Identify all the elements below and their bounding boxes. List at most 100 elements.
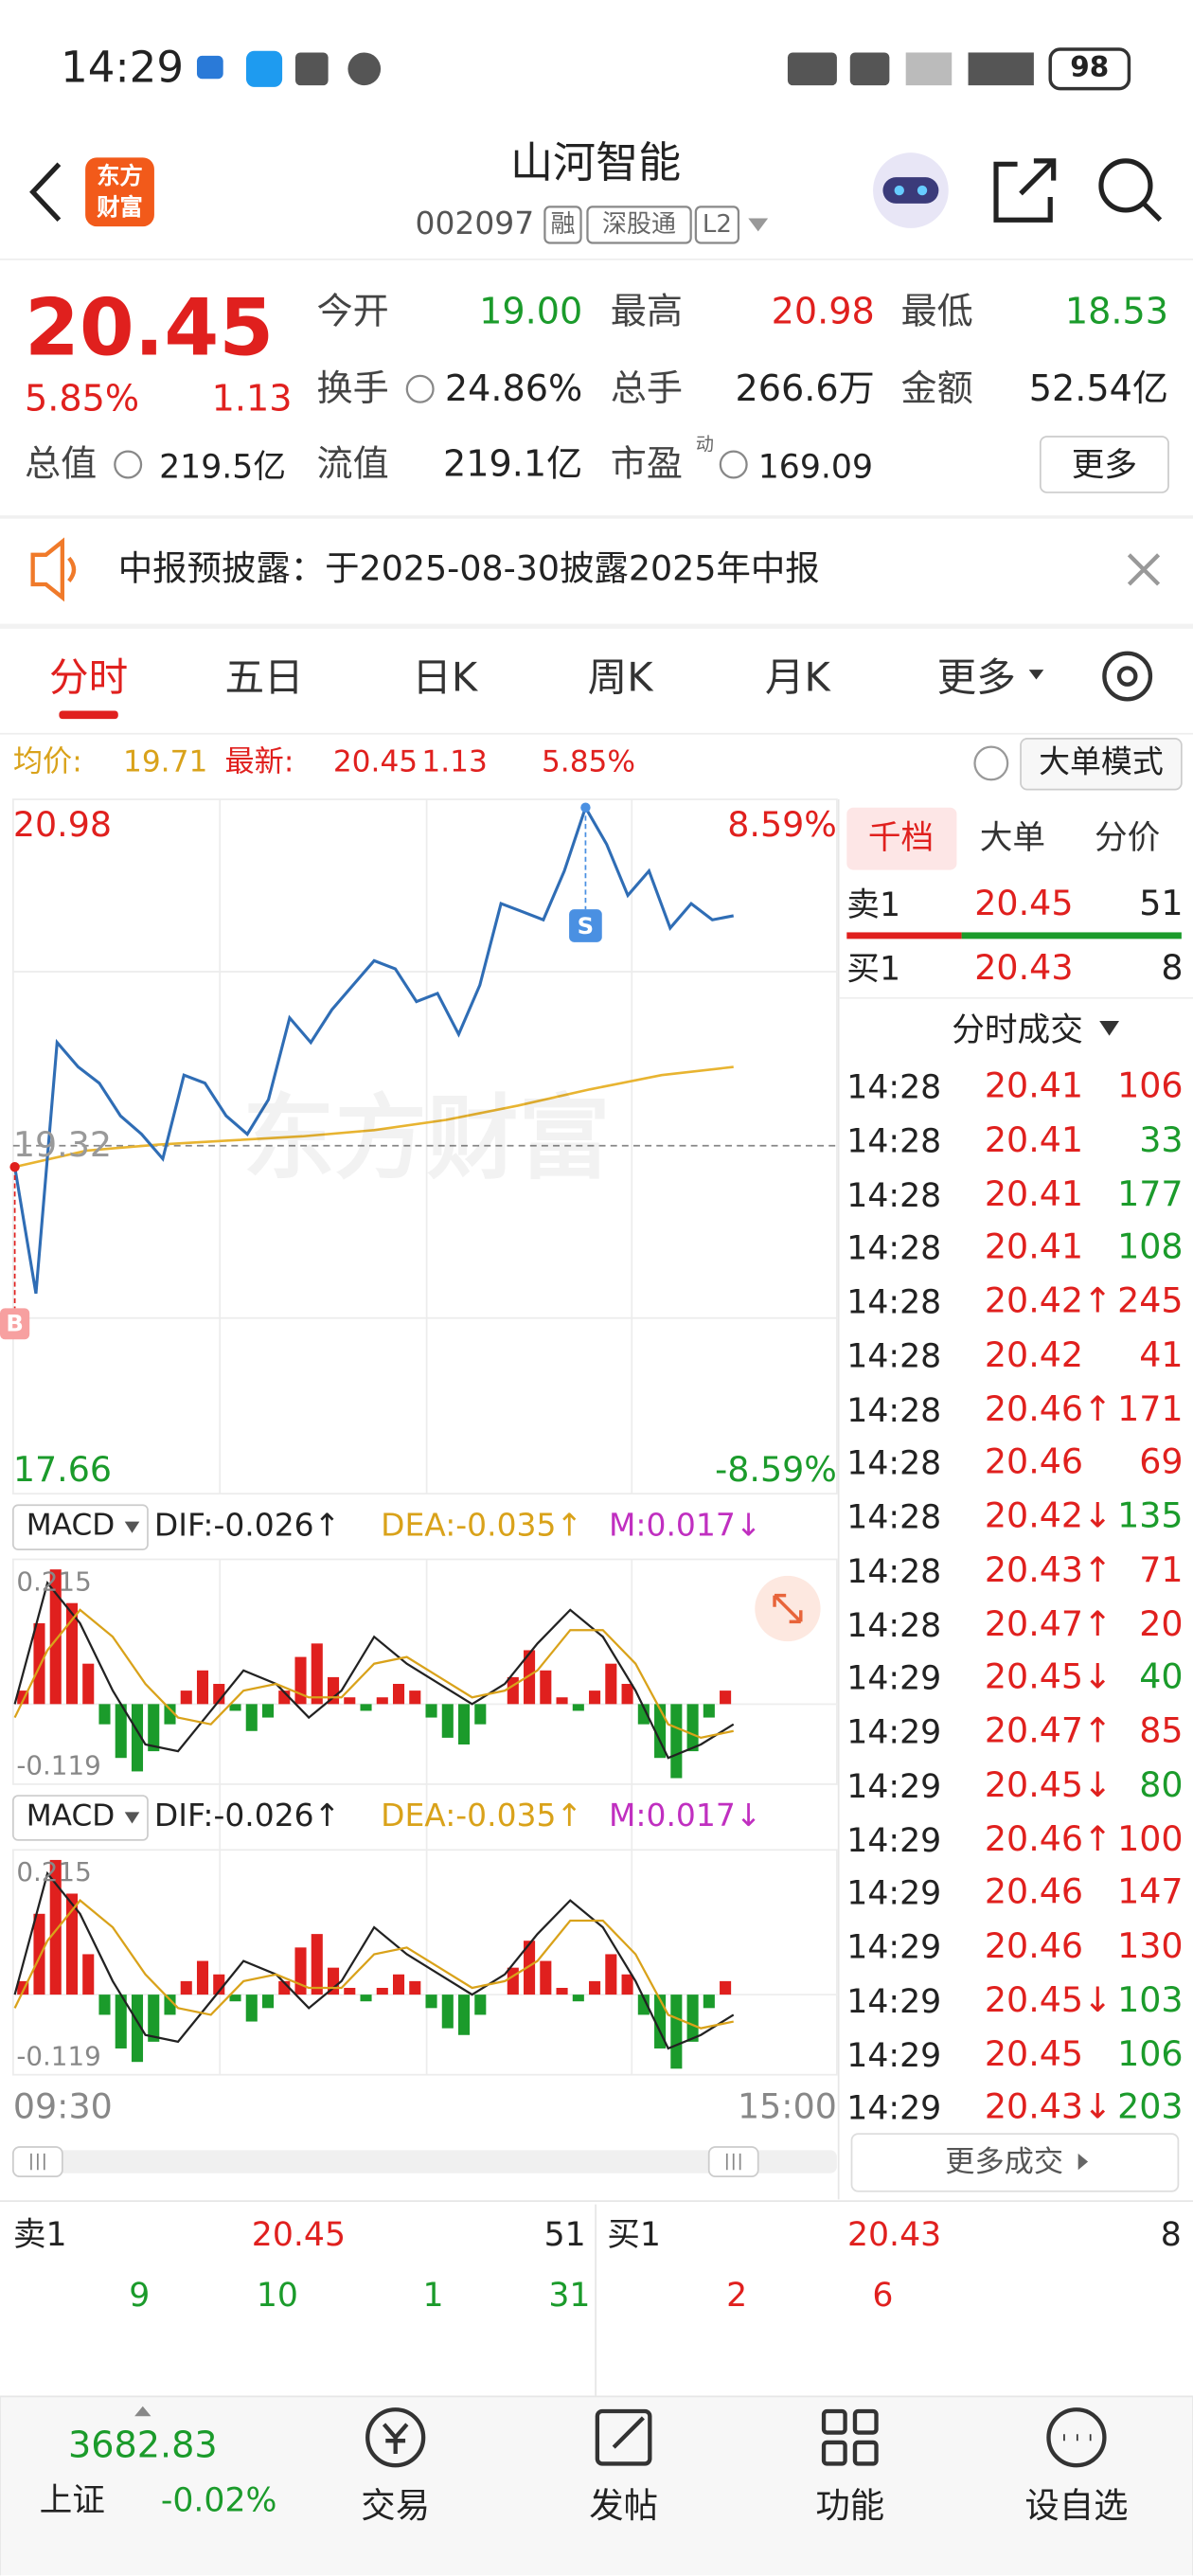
trade-price: 20.43↓ xyxy=(984,2087,1113,2127)
buy-marker xyxy=(0,1308,30,1340)
trade-price: 20.43↑ xyxy=(984,1549,1113,1590)
nav-item[interactable]: 功能 xyxy=(815,2485,885,2526)
macd-bar xyxy=(311,1934,323,1995)
trade-volume: 85 xyxy=(1139,1710,1184,1751)
change: 1.13 xyxy=(211,379,293,420)
trade-price: 20.47↑ xyxy=(984,1603,1113,1643)
macd-bar xyxy=(98,1704,111,1725)
macd-bar xyxy=(360,1704,372,1711)
close-button[interactable] xyxy=(1127,553,1161,586)
settings-button[interactable] xyxy=(1102,651,1153,702)
field-value: 219.1亿 xyxy=(442,444,583,487)
tab[interactable]: 月K xyxy=(764,654,830,702)
macd-label[interactable]: MACD xyxy=(26,1508,116,1544)
depth-volume: 8 xyxy=(1160,2214,1182,2254)
macd-bar xyxy=(409,1980,421,1995)
more-button[interactable] xyxy=(1039,436,1169,493)
index-value[interactable]: 3682.83 xyxy=(67,2425,218,2467)
macd-bar xyxy=(65,1893,79,1995)
macd-top: 0.215 xyxy=(16,1856,92,1888)
tab[interactable]: 分时 xyxy=(48,654,129,702)
info-icons[interactable] xyxy=(114,374,748,479)
tab[interactable]: 更多 xyxy=(936,654,1016,702)
macd-bar xyxy=(49,1569,62,1705)
mode-button[interactable] xyxy=(1020,738,1183,791)
book-tab[interactable]: 分价 xyxy=(1095,817,1161,857)
macd-bar xyxy=(82,1663,95,1705)
dropdown-arrow[interactable] xyxy=(748,218,769,232)
trade-volume: 130 xyxy=(1117,1925,1184,1966)
tag: L2 xyxy=(702,208,732,240)
change-pct: 5.85% xyxy=(24,379,140,420)
macd-bar xyxy=(686,1704,699,1752)
macd-bar xyxy=(524,1650,536,1705)
macd-bar xyxy=(670,1704,683,1779)
assistant-icon[interactable] xyxy=(873,152,949,228)
tag: 融 xyxy=(550,208,576,240)
dif-value: DIF:-0.026↑ xyxy=(153,1507,341,1545)
macd-bar xyxy=(621,1684,633,1705)
dropdown-arrow[interactable] xyxy=(1028,670,1044,680)
trade-time: 14:29 xyxy=(846,2088,942,2128)
scrollbar[interactable] xyxy=(11,2146,837,2178)
trade-price: 20.41 xyxy=(984,1173,1084,1213)
dea-value: DEA:-0.035↑ xyxy=(381,1507,583,1545)
macd-bar xyxy=(115,1995,127,2048)
macd-bar xyxy=(245,1704,258,1731)
nav-item[interactable]: 发帖 xyxy=(589,2485,658,2526)
macd-bar xyxy=(65,1602,79,1705)
trade-price: 20.46↑ xyxy=(984,1818,1113,1858)
trade-price: 20.46 xyxy=(984,1872,1084,1912)
macd-bar xyxy=(589,1690,601,1705)
macd-bar xyxy=(180,1690,192,1705)
back-button[interactable] xyxy=(29,162,62,223)
more-trades[interactable]: 更多成交 xyxy=(945,2145,1064,2180)
trade-volume: 177 xyxy=(1117,1173,1184,1213)
tab[interactable]: 五日 xyxy=(224,654,304,702)
macd-selectors[interactable] xyxy=(11,1504,149,1841)
macd-bar xyxy=(392,1684,405,1705)
tab[interactable]: 周K xyxy=(587,654,653,702)
help-icon[interactable] xyxy=(973,745,1009,781)
trade-time: 14:28 xyxy=(846,1120,942,1160)
nav-item[interactable]: 交易 xyxy=(361,2485,431,2526)
trade-volume: 40 xyxy=(1139,1657,1184,1697)
more-button[interactable]: 更多 xyxy=(1071,444,1138,485)
marker-dot xyxy=(9,1161,20,1172)
macd-label[interactable]: MACD xyxy=(26,1798,116,1834)
depth-count: 2 xyxy=(726,2275,748,2315)
trade-time: 14:28 xyxy=(846,1066,942,1107)
depth-count: 31 xyxy=(548,2275,591,2315)
macd-bar xyxy=(637,1995,650,2015)
index-name: 上证 xyxy=(39,2479,105,2520)
dropdown-arrow[interactable] xyxy=(1099,1021,1120,1036)
more-trades-button[interactable] xyxy=(850,2133,1180,2192)
nav-item[interactable]: 设自选 xyxy=(1024,2485,1129,2526)
sell-marker xyxy=(569,909,602,942)
mode-button[interactable]: 大单模式 xyxy=(1039,743,1164,781)
trade-time: 14:29 xyxy=(846,1711,942,1752)
trade-time: 14:28 xyxy=(846,1442,942,1483)
search-button[interactable] xyxy=(1098,158,1163,223)
book-tab[interactable]: 千档 xyxy=(867,817,935,857)
nav-icons[interactable] xyxy=(365,2407,1107,2468)
macd-bar xyxy=(131,1704,144,1772)
expand-button[interactable] xyxy=(755,1575,821,1642)
trade-time: 14:28 xyxy=(846,1335,942,1375)
depth-price: 20.45 xyxy=(251,2214,347,2254)
end-time: 15:00 xyxy=(737,2086,837,2127)
trade-price: 20.45↓ xyxy=(984,1764,1113,1805)
tab[interactable]: 日K xyxy=(412,654,478,702)
macd-bar xyxy=(33,1913,45,1995)
book-volume: 8 xyxy=(1161,947,1184,988)
m-value: M:0.017↓ xyxy=(608,1798,762,1834)
share-button[interactable] xyxy=(993,158,1057,223)
trade-price: 20.45↓ xyxy=(984,1657,1113,1697)
book-tab[interactable]: 大单 xyxy=(979,817,1046,857)
macd-bar xyxy=(572,1995,584,2002)
macd-bar xyxy=(425,1995,437,2009)
tag: 深股通 xyxy=(602,208,677,240)
depth-volume: 51 xyxy=(543,2214,586,2254)
